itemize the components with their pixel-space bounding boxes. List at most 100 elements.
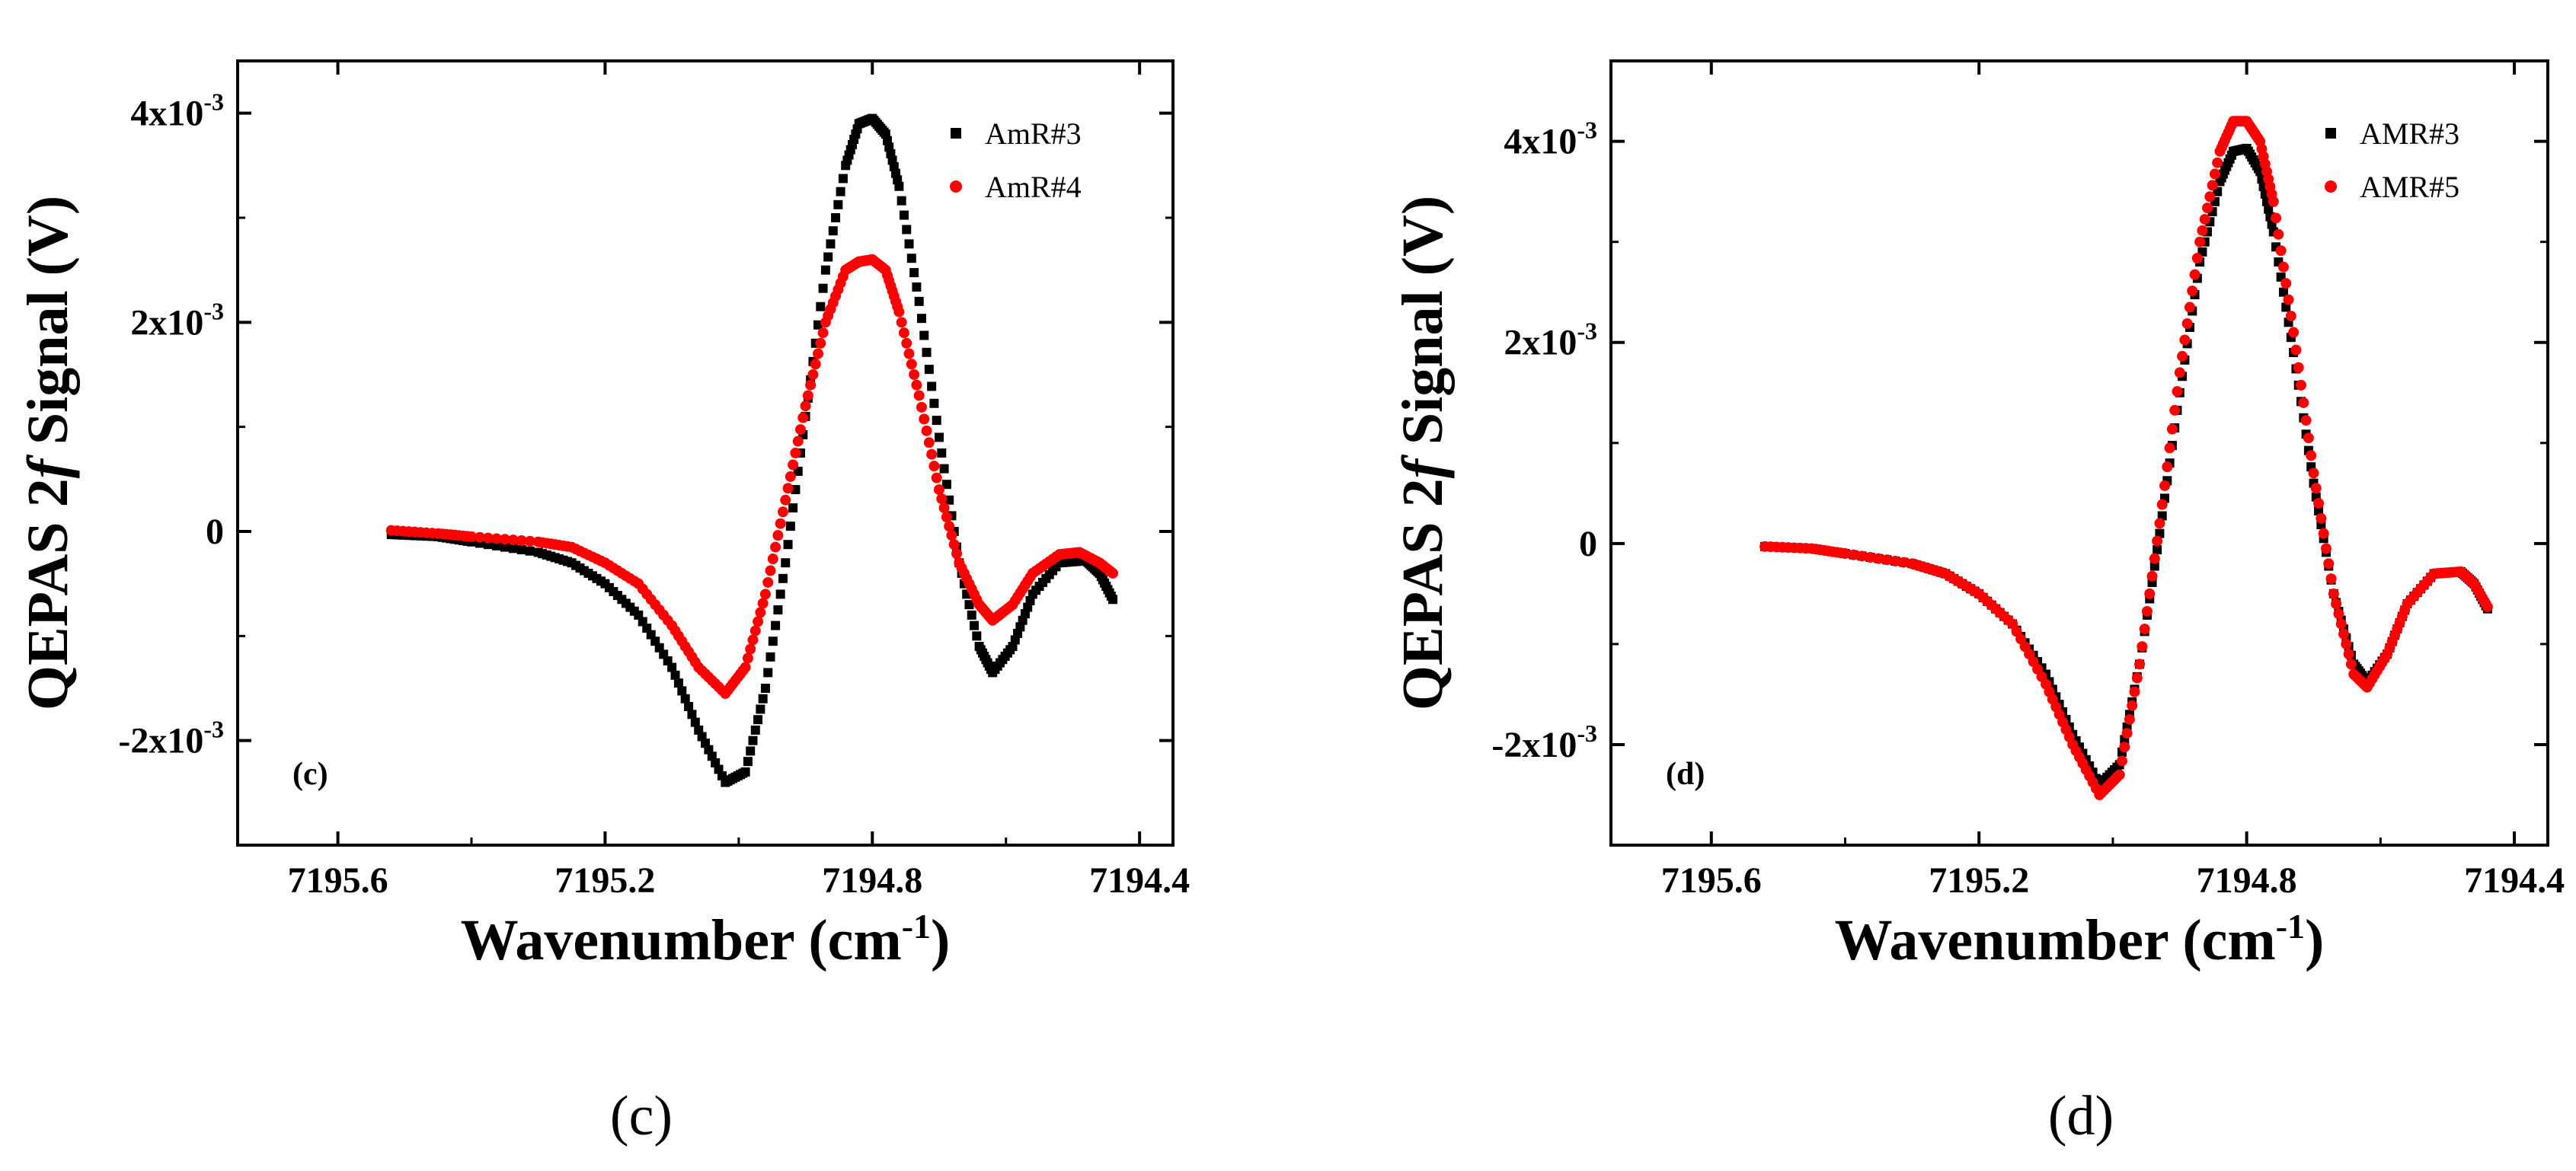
data-point — [2117, 755, 2128, 767]
data-point — [740, 662, 751, 673]
data-point — [2341, 638, 2352, 649]
data-point — [972, 631, 982, 641]
data-point — [902, 225, 912, 235]
data-point — [937, 448, 947, 458]
data-point — [2179, 334, 2191, 346]
data-point — [474, 531, 485, 543]
x-tick-label: 7195.6 — [1661, 860, 1762, 901]
data-point — [781, 558, 791, 568]
plot-frame — [236, 59, 1175, 847]
data-point — [763, 668, 773, 678]
data-point — [491, 533, 502, 544]
data-point — [2325, 573, 2337, 585]
legend-label: AMR#5 — [2360, 170, 2459, 204]
data-point — [934, 484, 944, 496]
data-point — [820, 265, 830, 275]
data-point — [2308, 467, 2319, 479]
data-point — [896, 196, 906, 206]
data-point — [758, 694, 768, 704]
data-point — [2271, 212, 2282, 224]
data-point — [773, 605, 783, 614]
data-point — [2121, 728, 2133, 739]
y-tick-exponent: -3 — [203, 716, 224, 743]
data-point — [916, 314, 926, 324]
data-point — [768, 637, 778, 646]
data-point — [756, 704, 765, 714]
data-point — [2134, 659, 2146, 670]
y-axis-title-pre: QEPAS 2 — [1391, 478, 1455, 710]
data-point — [2298, 397, 2309, 408]
data-point — [2137, 641, 2148, 653]
data-point — [2141, 605, 2153, 617]
data-point — [2264, 204, 2274, 214]
data-point — [964, 600, 974, 610]
data-point — [782, 483, 794, 494]
data-point — [938, 503, 950, 514]
data-point — [2129, 686, 2140, 697]
chart-panel-d: 7195.6 7195.2 7194.8 7194.44x10-32x10-30-2x… — [1391, 59, 2565, 1147]
data-point — [2174, 367, 2185, 378]
data-point — [2207, 180, 2218, 191]
data-point — [777, 506, 788, 518]
data-point — [788, 459, 799, 471]
data-point — [2184, 302, 2195, 313]
x-tick-label: 7195.2 — [1929, 860, 2029, 901]
x-axis-title-close: ) — [931, 908, 950, 972]
y-tick-base: 2x10 — [1504, 323, 1577, 363]
y-tick-base: -2x10 — [118, 721, 203, 761]
data-point — [2202, 203, 2213, 214]
y-tick-base: 2x10 — [130, 302, 203, 343]
data-point — [717, 771, 727, 781]
data-point — [524, 535, 535, 547]
data-point — [2156, 499, 2168, 510]
data-point — [684, 702, 694, 712]
data-point — [2162, 461, 2173, 473]
data-point — [750, 725, 760, 735]
plot-frame — [1609, 59, 2549, 847]
data-point — [2303, 432, 2314, 444]
data-point — [2194, 236, 2206, 247]
data-point — [946, 530, 957, 541]
data-point — [1856, 550, 1868, 562]
data-point — [780, 494, 791, 506]
data-point — [690, 717, 700, 727]
panel-tag: (c) — [292, 757, 328, 792]
y-tick-base: 4x10 — [1504, 122, 1577, 162]
data-point — [680, 694, 690, 704]
data-point — [2197, 225, 2208, 236]
y-tick-label: 4x10-3 — [130, 88, 224, 134]
data-point — [2177, 350, 2188, 362]
data-point — [2328, 588, 2339, 599]
y-tick-label: -2x10-3 — [118, 716, 224, 761]
data-point — [1865, 552, 1876, 563]
data-point — [2343, 649, 2354, 660]
data-point — [896, 317, 907, 328]
x-tick-label: 7194.8 — [822, 860, 922, 901]
data-point — [772, 530, 784, 541]
data-point — [831, 213, 841, 222]
data-point — [759, 589, 771, 600]
data-point — [805, 379, 817, 391]
data-point — [687, 710, 697, 720]
data-point — [2139, 624, 2150, 635]
data-point — [904, 239, 914, 249]
data-point — [810, 359, 821, 370]
data-point — [800, 400, 811, 412]
x-axis-title-main: Wavenumber (cm — [1835, 908, 2276, 972]
chart-panel-c: 7195.6 7195.2 7194.8 7194.44x10-32x10-30-2x… — [16, 59, 1190, 1147]
y-tick-exponent: -3 — [1577, 317, 1597, 345]
data-point — [935, 432, 944, 442]
data-point — [913, 390, 925, 401]
data-point — [778, 573, 788, 583]
y-tick-label: -2x10-3 — [1491, 720, 1597, 765]
x-axis-title: Wavenumber (cm-1) — [461, 907, 951, 972]
data-point — [899, 210, 909, 220]
data-point — [745, 643, 756, 655]
data-point — [2144, 588, 2156, 599]
data-point — [932, 416, 941, 426]
data-point — [2273, 228, 2284, 240]
data-point — [2204, 191, 2216, 203]
data-point — [894, 181, 904, 191]
data-point — [2153, 545, 2162, 555]
data-point — [2345, 659, 2357, 670]
